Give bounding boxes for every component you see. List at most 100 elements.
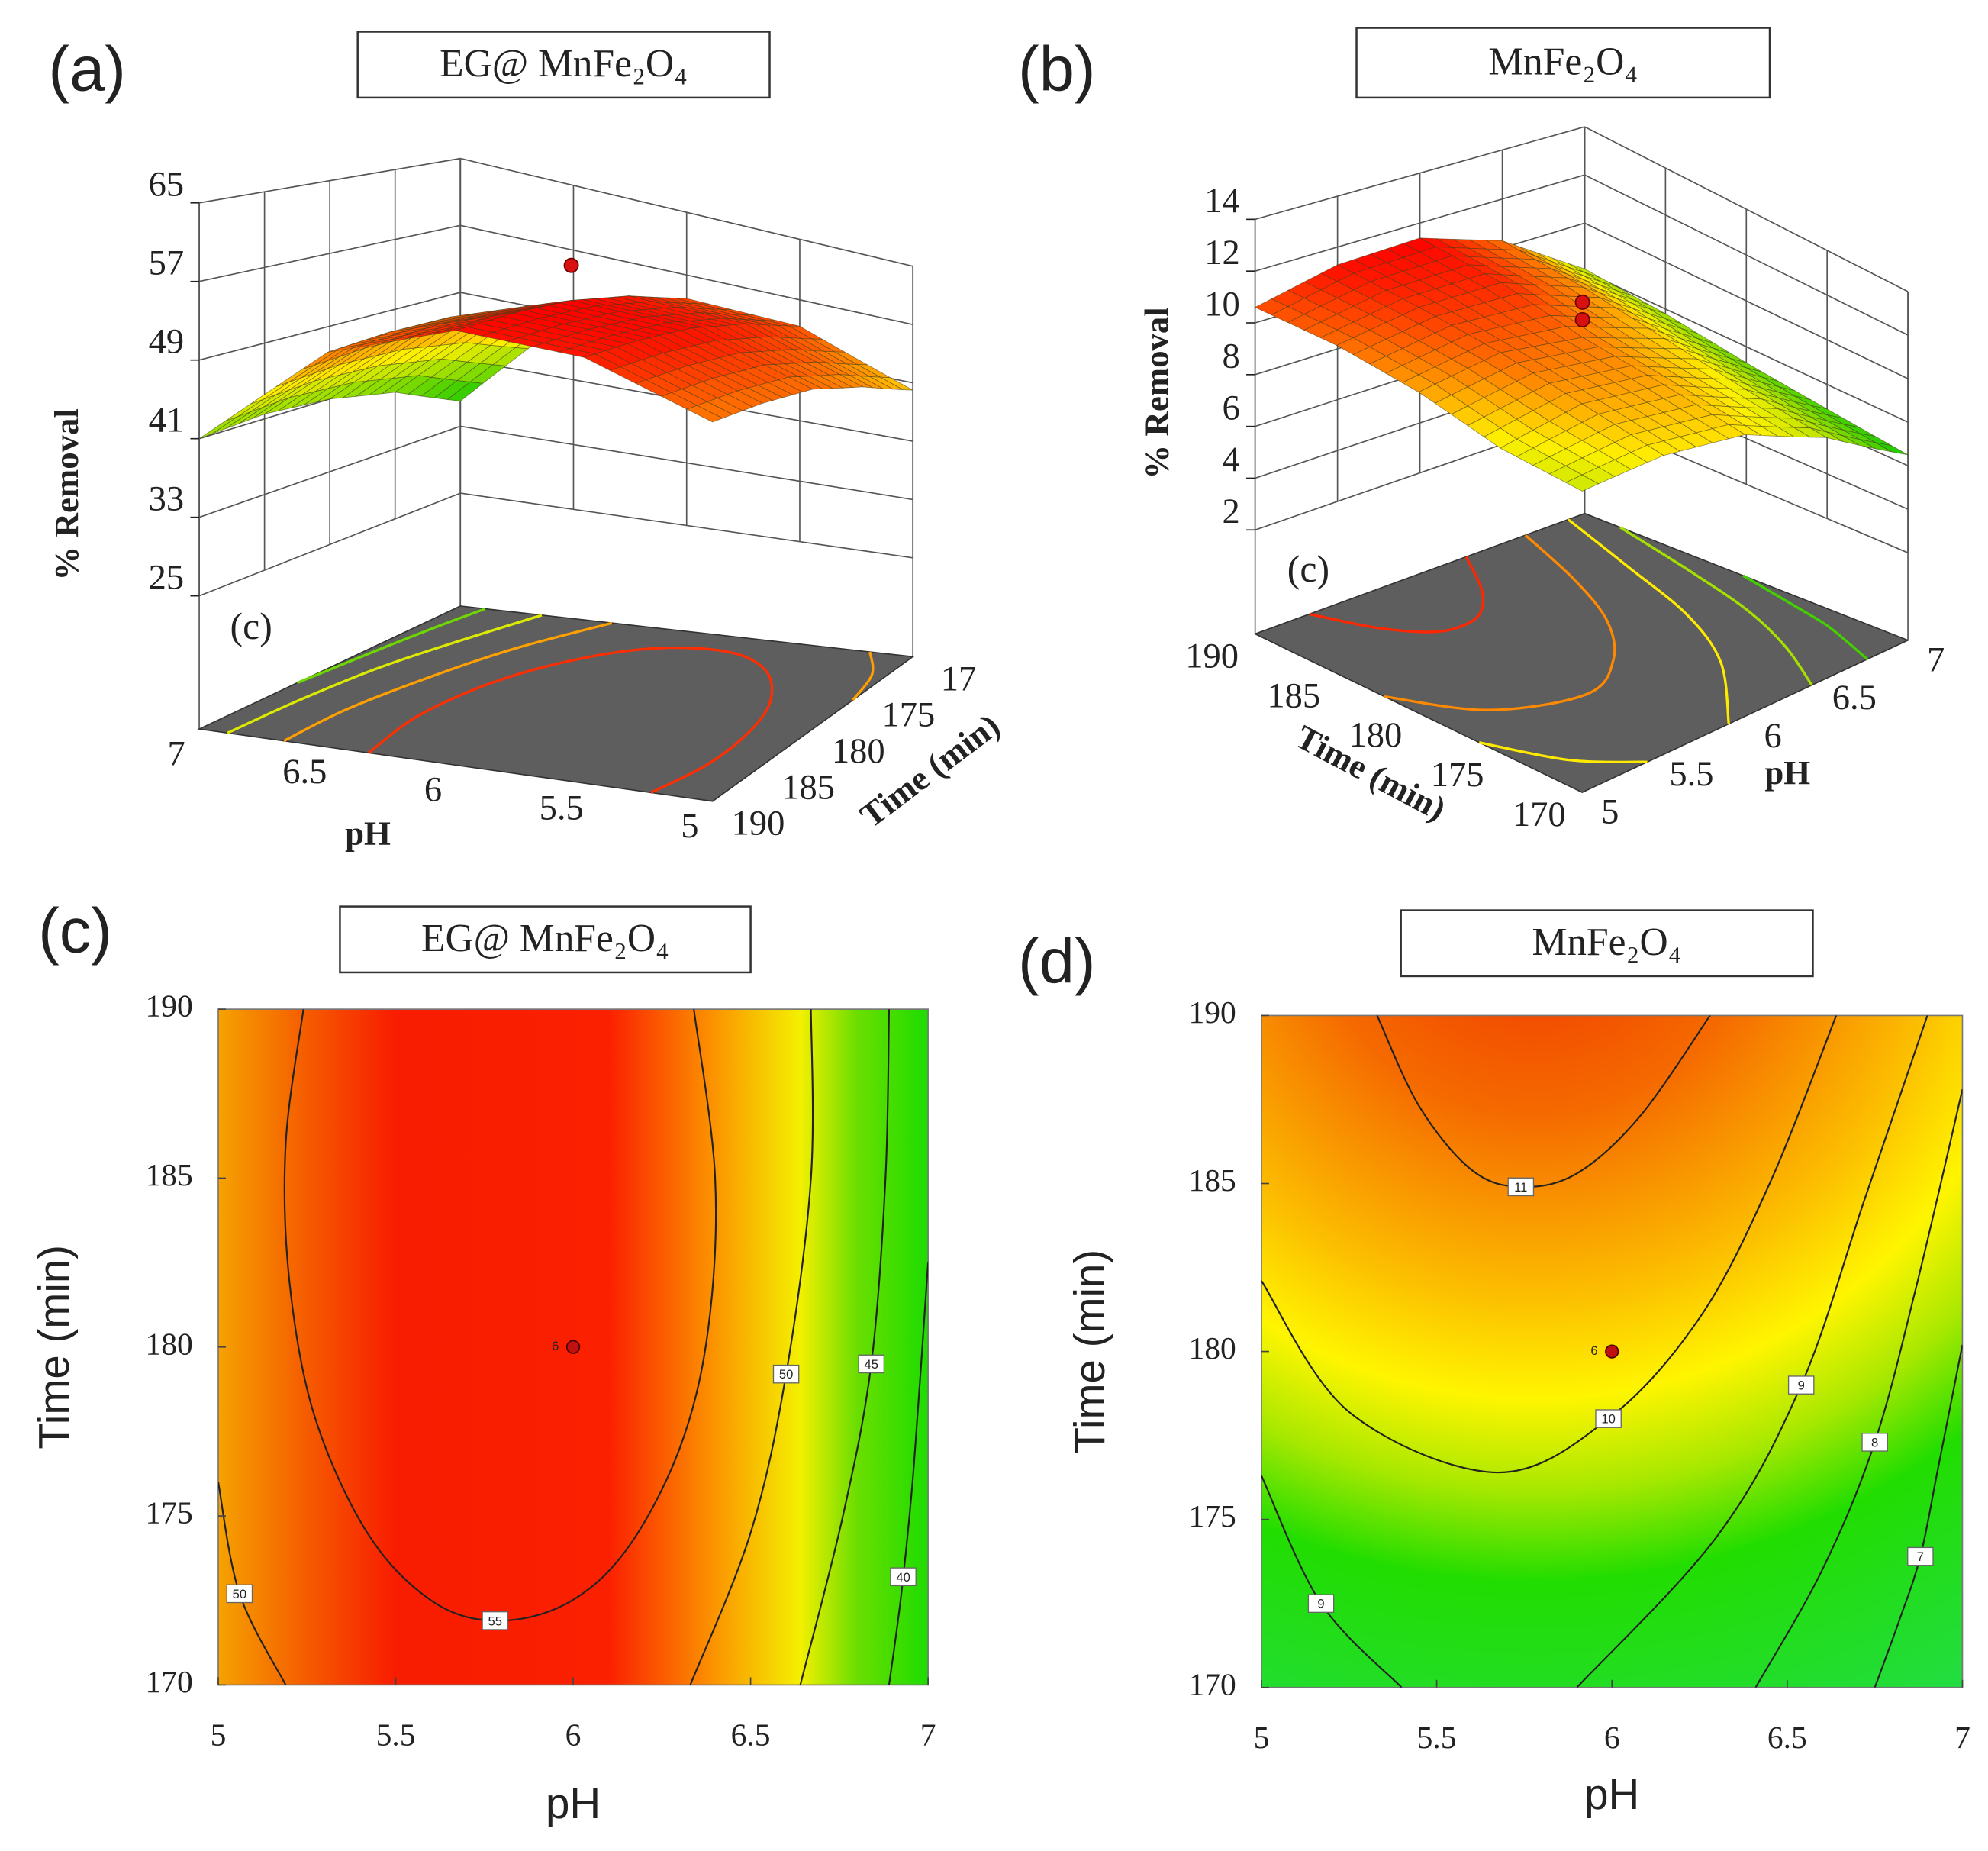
y-tick-label: 170: [145, 1664, 192, 1699]
panel-label: (c): [38, 895, 112, 966]
y-tick-label: 175: [1188, 1498, 1236, 1533]
z-tick-label: 49: [149, 322, 184, 361]
y-tick-label: 180: [145, 1326, 192, 1361]
x-tick-label: 6: [424, 771, 442, 810]
panel-label: (b): [1018, 33, 1095, 104]
y-tick-label: 190: [145, 988, 192, 1024]
z-tick-label: 41: [149, 401, 184, 440]
x-tick-label: 5: [211, 1717, 227, 1753]
x-tick-label: 5.5: [1417, 1720, 1457, 1755]
y-tick-label: 190: [1188, 995, 1236, 1030]
y-tick-label: 180: [1188, 1330, 1236, 1366]
contour-label-box: [226, 1584, 253, 1604]
contour-label: 9: [1317, 1597, 1324, 1611]
x-tick-label: 6.5: [1832, 679, 1877, 718]
chart-title: EG@ MnFe₂O₄: [440, 42, 688, 85]
z-tick-label: 12: [1204, 234, 1240, 272]
y-tick-label: 17: [941, 659, 977, 698]
y-tick-label: 185: [781, 768, 835, 807]
y-tick-label: 180: [832, 732, 885, 771]
x-tick-label: 5: [1601, 793, 1619, 832]
y-tick-label: 185: [145, 1157, 192, 1192]
grid-line: [460, 425, 913, 501]
contour-label-box: [1907, 1546, 1934, 1566]
surface-patch: [211, 411, 251, 434]
y-tick-label: 180: [1349, 716, 1403, 755]
chart-title: EG@ MnFe₂O₄: [421, 917, 669, 960]
grid-line: [1584, 174, 1909, 336]
chart-title: MnFe₂O₄: [1488, 40, 1638, 83]
z-tick-label: 8: [1222, 337, 1239, 376]
z-tick-label: 33: [149, 479, 184, 518]
y-tick-label: 170: [1513, 795, 1566, 834]
floor-contour: [1478, 741, 1648, 764]
x-tick-label: 6: [565, 1717, 582, 1753]
design-point: [563, 257, 579, 273]
z-tick-label: 25: [149, 558, 184, 597]
contour-label: 8: [1871, 1435, 1878, 1450]
contour-label: 40: [896, 1570, 910, 1585]
grid-line: [460, 157, 913, 267]
contour-label-box: [1861, 1433, 1888, 1452]
design-point-label: 6: [552, 1339, 559, 1353]
floor-contour: [1742, 574, 1868, 660]
z-tick-label: 10: [1204, 285, 1240, 324]
surface-patch: [1564, 474, 1600, 492]
y-tick-label: 185: [1188, 1163, 1236, 1198]
contour-label: 9: [1798, 1379, 1805, 1393]
contour-label: 45: [864, 1357, 878, 1372]
design-point: [1574, 311, 1590, 327]
contour-label: 50: [779, 1367, 793, 1382]
surface-patch: [686, 405, 723, 423]
title-box: [339, 905, 752, 974]
contour-label-box: [1787, 1375, 1815, 1395]
x-tick-label: 7: [1927, 640, 1945, 679]
floor: [1253, 512, 1910, 794]
design-point: [1574, 294, 1590, 310]
grid-line: [460, 492, 913, 559]
floor-label: (c): [230, 605, 272, 647]
grid-line: [1255, 126, 1585, 221]
contour-label-box: [1595, 1409, 1622, 1428]
x-tick-label: 6.5: [1767, 1720, 1807, 1755]
contour-label-box: [1507, 1177, 1535, 1197]
title-box: [356, 31, 771, 99]
z-tick-label: 65: [149, 165, 184, 204]
contour-label: 10: [1601, 1412, 1615, 1427]
z-tick-label: 14: [1204, 182, 1240, 221]
y-tick-label: 185: [1267, 676, 1320, 715]
y-axis-title: Time (min): [1065, 1250, 1113, 1454]
axis-title: % Removal: [47, 408, 85, 580]
design-point-label: 6: [1590, 1343, 1597, 1358]
grid-line: [198, 292, 461, 361]
x-tick-label: 5: [1254, 1720, 1270, 1755]
floor-label: (c): [1287, 548, 1329, 590]
panel-label: (a): [48, 33, 125, 104]
floor-contour: [1619, 526, 1813, 686]
y-tick-label: 190: [1185, 637, 1239, 676]
y-tick-label: 175: [1431, 756, 1484, 795]
floor-contour: [852, 651, 875, 701]
x-tick-label: 5.5: [540, 788, 584, 827]
contour-label: 11: [1514, 1180, 1527, 1195]
panel-label: (d): [1018, 926, 1095, 997]
grid-line: [198, 157, 461, 204]
y-axis-title: Time (min): [30, 1245, 78, 1450]
axis-title: pH: [1764, 753, 1810, 792]
floor-contour: [1384, 534, 1616, 711]
floor-contour: [296, 608, 486, 685]
floor-contour: [227, 614, 543, 734]
z-tick-label: 57: [149, 243, 184, 282]
y-tick-label: 190: [732, 805, 785, 843]
grid-line: [198, 224, 461, 282]
x-axis-title: pH: [1584, 1770, 1639, 1818]
design-point: [565, 1340, 581, 1354]
x-tick-label: 7: [1954, 1720, 1970, 1755]
design-point: [1605, 1344, 1619, 1359]
x-tick-label: 7: [168, 734, 185, 773]
floor-contour: [1567, 518, 1730, 724]
chart-title: MnFe₂O₄: [1532, 921, 1682, 964]
x-tick-label: 6: [1764, 717, 1782, 756]
